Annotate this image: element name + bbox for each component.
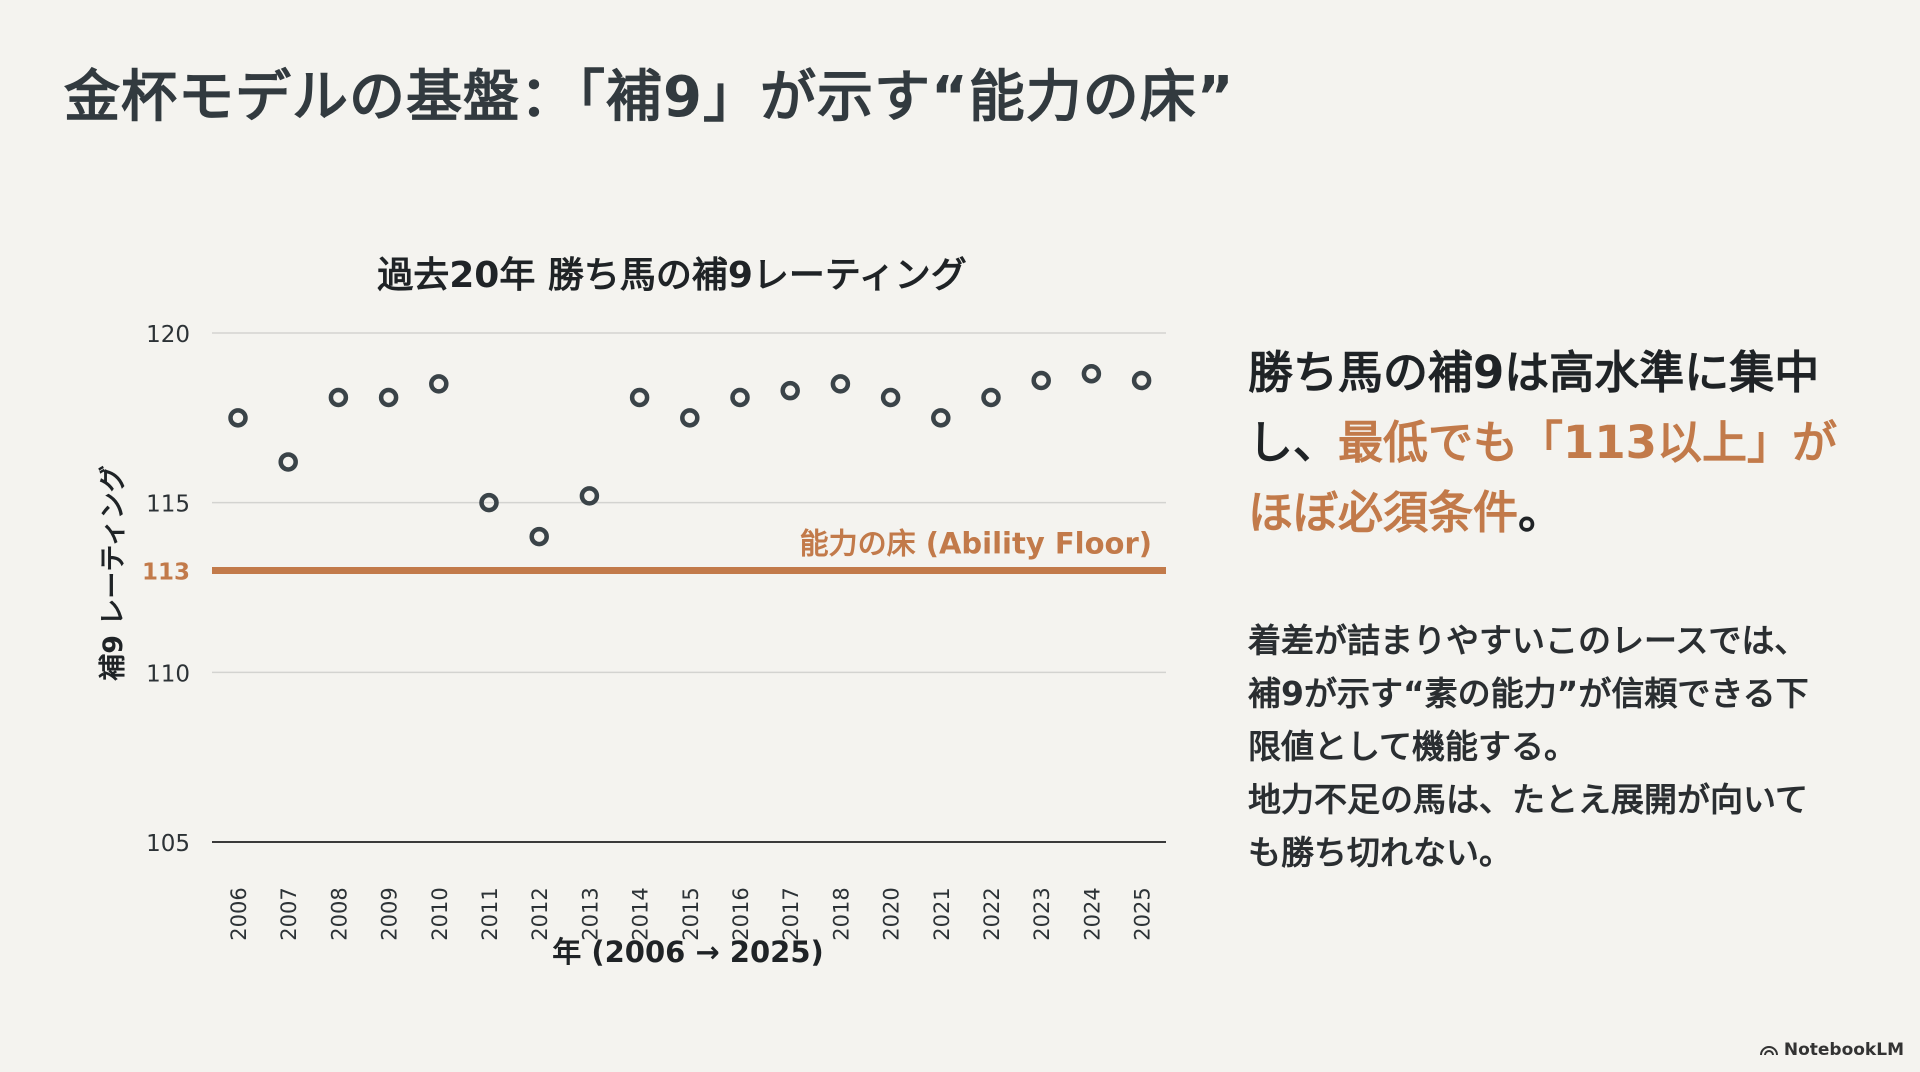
x-tick-labels: 2006 2007 2008 2009 2010 2011 2012 2013 2014 2015…: [227, 887, 1155, 940]
x-tick-label: 2008: [327, 887, 351, 940]
brand-label: NotebookLM: [1783, 1040, 1904, 1060]
x-tick-label: 2024: [1080, 887, 1104, 940]
y-tick-labels: 105 110 113 115 120: [142, 322, 190, 857]
x-tick-label: 2010: [428, 887, 452, 940]
headline-accent-text: 最低でも「113以上」がほぼ必須条件: [1248, 416, 1837, 539]
x-tick-label: 2013: [578, 887, 602, 940]
data-point: [1031, 370, 1051, 391]
y-tick-label: 105: [146, 831, 190, 857]
summary-headline: 勝ち馬の補9は高水準に集中し、最低でも「113以上」がほぼ必須条件。: [1248, 338, 1868, 548]
data-point: [378, 387, 399, 408]
data-point: [830, 374, 851, 394]
x-tick-label: 2018: [829, 887, 853, 940]
data-point: [1081, 363, 1102, 384]
x-tick-label: 2007: [277, 887, 301, 940]
y-tick-label: 110: [146, 661, 190, 687]
data-point: [479, 492, 499, 513]
data-point: [228, 408, 248, 428]
data-point: [328, 387, 349, 408]
data-point: [278, 452, 298, 472]
data-point: [579, 486, 600, 506]
x-tick-label: 2009: [378, 887, 402, 940]
slide-title: 金杯モデルの基盤：「補9」が示す“能力の床”: [64, 65, 1235, 130]
summary-body: 着差が詰まりやすいこのレースでは、 補9が示す“素の能力”が信頼できる下 限値と…: [1248, 614, 1868, 879]
data-point: [680, 408, 700, 428]
data-points: [228, 363, 1152, 547]
y-tick-label: 113: [142, 560, 190, 586]
grid-lines: [212, 332, 1166, 843]
data-point: [780, 380, 800, 401]
data-point: [931, 408, 951, 428]
data-point: [981, 387, 1001, 408]
chart-title: 過去20年 勝ち馬の補9レーティング: [377, 255, 967, 296]
body-line: 限値として機能する。: [1248, 727, 1578, 766]
x-tick-label: 2025: [1131, 887, 1155, 940]
ability-floor-label: 能力の床 (Ability Floor): [800, 527, 1152, 561]
x-axis-label: 年 (2006 → 2025): [552, 935, 824, 969]
y-axis-label: 補9 レーティング: [97, 465, 129, 682]
body-line: も勝ち切れない。: [1248, 833, 1512, 872]
body-line: 地力不足の馬は、たとえ展開が向いて: [1248, 780, 1809, 819]
headline-main-text: 勝ち馬の補9は高水準に集中し、: [1248, 346, 1820, 469]
data-point: [880, 387, 901, 408]
body-line: 着差が詰まりやすいこのレースでは、: [1248, 621, 1808, 660]
headline-end-text: 。: [1518, 486, 1564, 539]
notebooklm-logo-icon: [1759, 1046, 1778, 1056]
data-point: [529, 526, 549, 547]
x-tick-label: 2016: [729, 887, 753, 940]
x-tick-label: 2020: [880, 887, 904, 940]
body-line: 補9が示す“素の能力”が信頼できる下: [1248, 674, 1809, 713]
data-point: [429, 374, 449, 394]
summary-panel: 勝ち馬の補9は高水準に集中し、最低でも「113以上」がほぼ必須条件。 着差が詰ま…: [1248, 338, 1868, 879]
x-tick-label: 2023: [1030, 887, 1054, 940]
rating-scatter-chart: 過去20年 勝ち馬の補9レーティング 能力の床 (Ability Floor) …: [97, 255, 1166, 969]
data-point: [730, 387, 750, 408]
x-tick-label: 2015: [679, 887, 703, 940]
data-point: [1131, 370, 1152, 391]
x-tick-label: 2006: [227, 887, 251, 940]
x-tick-label: 2017: [779, 887, 803, 940]
x-tick-label: 2012: [528, 887, 552, 940]
x-tick-label: 2022: [980, 887, 1004, 940]
x-tick-label: 2011: [478, 887, 502, 940]
y-tick-label: 115: [146, 492, 190, 518]
data-point: [629, 387, 650, 408]
x-tick-label: 2014: [629, 887, 653, 940]
y-tick-label: 120: [146, 322, 190, 348]
notebooklm-brand: NotebookLM: [1759, 1040, 1904, 1060]
x-tick-label: 2021: [930, 887, 954, 940]
reference-line-group: 能力の床 (Ability Floor): [212, 527, 1166, 575]
